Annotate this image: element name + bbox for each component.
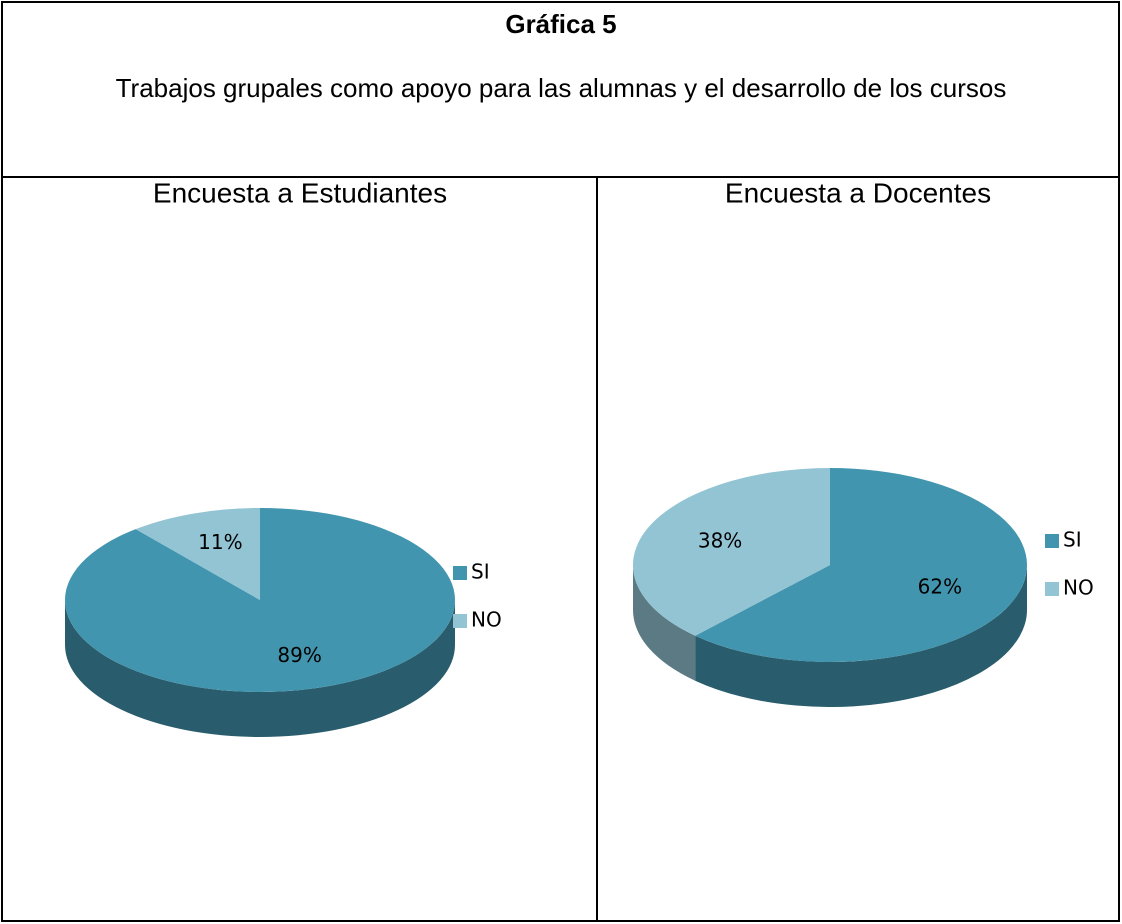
page-title: Gráfica 5 — [505, 9, 616, 39]
legend-label: NO — [1063, 576, 1094, 600]
pie-side — [65, 600, 455, 737]
subtitle-box: Trabajos grupales como apoyo para las al… — [115, 73, 1007, 103]
pie-slice — [632, 468, 830, 636]
legend-label: NO — [471, 608, 502, 632]
legend-label: SI — [471, 560, 490, 584]
data-label: 89% — [277, 643, 321, 667]
data-label: 62% — [918, 575, 962, 599]
legend-swatch — [453, 566, 467, 580]
chart-title: Encuesta a Docentes — [725, 177, 991, 208]
legend-swatch — [1045, 534, 1059, 548]
legend-swatch — [1045, 582, 1059, 596]
pie-slice — [695, 468, 1027, 662]
pie-slice — [135, 508, 260, 600]
pie-slice — [65, 508, 456, 692]
data-label: 11% — [198, 530, 242, 554]
data-label: 38% — [698, 528, 742, 552]
legend-swatch — [453, 614, 467, 628]
legend-label: SI — [1063, 528, 1082, 552]
pie-side — [695, 565, 1027, 707]
pie-side — [633, 565, 696, 681]
page-subtitle: Trabajos grupales como apoyo para las al… — [115, 73, 1007, 103]
chart-title: Encuesta a Estudiantes — [153, 177, 447, 208]
